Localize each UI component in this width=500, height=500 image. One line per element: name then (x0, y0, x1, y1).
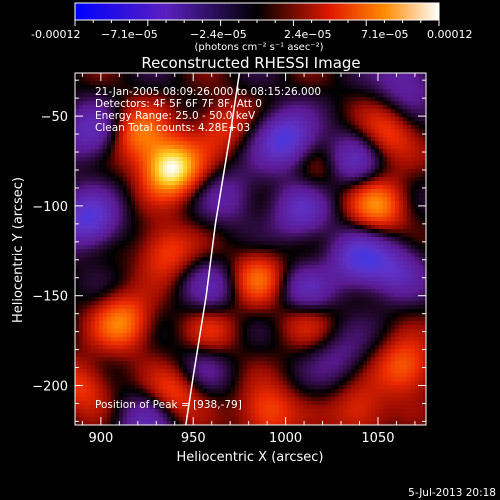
info-line-energy: Energy Range: 25.0 - 50.0 keV (95, 110, 256, 122)
heatmap (75, 73, 426, 425)
chart-title: Reconstructed RHESSI Image (141, 54, 360, 72)
colorbar-ticks (74, 20, 440, 26)
colorbar-tick-label-1: −7.1e−05 (101, 28, 158, 41)
solar-limb-curve (185, 73, 241, 425)
info-line-counts: Clean Total counts: 4.28E+03 (95, 122, 250, 134)
y-axis: −50 −100 −150 −200 (32, 79, 426, 422)
x-tick-label: 1050 (361, 431, 394, 446)
colorbar-tick-label-4: 7.1e−05 (361, 28, 408, 41)
peak-position-label: Position of Peak = [938,-79] (95, 399, 242, 411)
colorbar-tick-label-5: 0.00012 (427, 28, 473, 41)
y-tick-label: −100 (32, 200, 68, 215)
x-tick-label: 1000 (269, 431, 302, 446)
footer-timestamp: 5-Jul-2013 20:18 (408, 487, 496, 499)
y-tick-label: −150 (32, 290, 68, 305)
x-tick-label: 950 (181, 431, 206, 446)
colorbar-tick-label-2: −2.4e−05 (190, 28, 247, 41)
x-tick-label: 900 (88, 431, 113, 446)
x-axis-label: Heliocentric X (arcsec) (177, 450, 324, 465)
y-axis-label: Heliocentric Y (arcsec) (11, 177, 26, 323)
plot-frame (74, 72, 427, 426)
y-tick-label: −200 (32, 379, 68, 394)
info-line-detectors: Detectors: 4F 5F 6F 7F 8F, Att 0 (95, 98, 262, 110)
x-axis: 900 950 1000 1050 (81, 73, 416, 446)
colorbar-unit-label: (photons cm⁻² s⁻¹ asec⁻²) (194, 42, 323, 53)
colorbar-tick-label-0: -0.00012 (31, 28, 80, 41)
colorbar (74, 2, 440, 21)
y-tick-label: −50 (41, 110, 68, 125)
info-line-time: 21-Jan-2005 08:09:26.000 to 08:15:26.000 (95, 86, 321, 98)
colorbar-tick-label-3: 2.4e−05 (284, 28, 331, 41)
